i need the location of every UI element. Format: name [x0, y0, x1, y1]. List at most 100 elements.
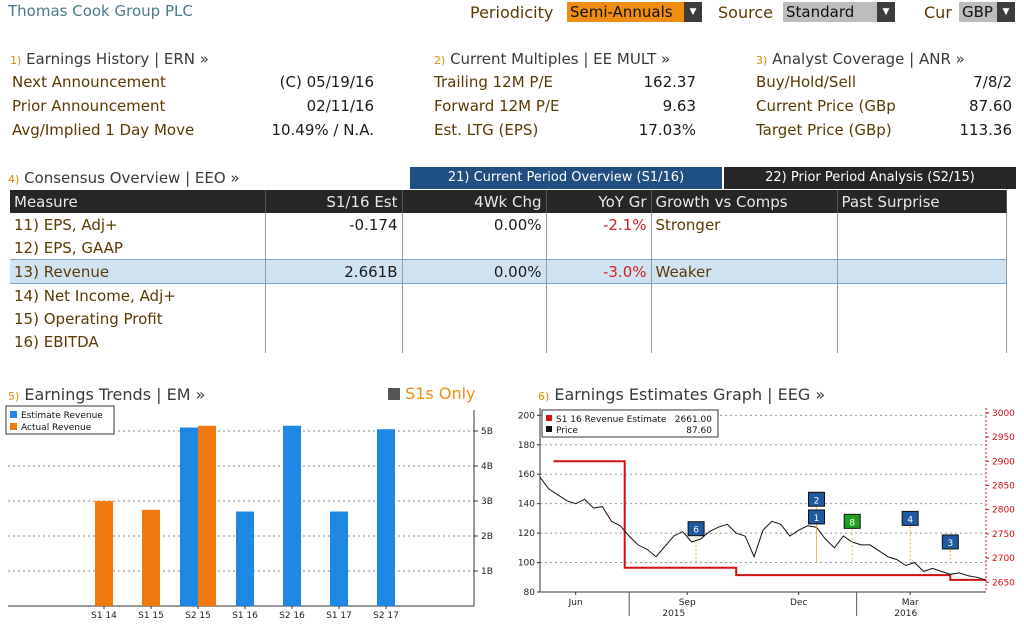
x-tick-label: Sep — [679, 598, 696, 608]
periodicity-dropdown[interactable]: Semi-Annuals ▼ — [567, 2, 702, 22]
y-right-tick-label: 2850 — [992, 481, 1015, 491]
section-title: Earnings Trends | EM » — [24, 385, 206, 404]
current-multiples-link[interactable]: 2) Current Multiples | EE MULT » — [434, 50, 670, 68]
section-title: Consensus Overview | EEO » — [24, 169, 240, 187]
estimate-line — [553, 460, 986, 581]
column-header[interactable]: Past Surprise — [837, 190, 1007, 213]
table-row[interactable]: 14) Net Income, Adj+ — [10, 283, 1007, 307]
column-header[interactable]: 4Wk Chg — [402, 190, 547, 213]
y-left-tick-label: 180 — [518, 441, 535, 451]
consensus-table: Measure S1/16 Est 4Wk Chg YoY Gr Growth … — [10, 190, 1007, 353]
kv-row: Next Announcement (C) 05/19/16 — [12, 73, 374, 97]
measure-name: Operating Profit — [43, 309, 163, 328]
change-cell — [402, 236, 547, 260]
event-label: 2 — [814, 496, 820, 506]
source-value: Standard — [783, 2, 877, 22]
estimate-cell: -0.174 — [265, 213, 403, 236]
growth-cell — [651, 236, 838, 260]
currency-dropdown[interactable]: GBP ▼ — [959, 2, 1015, 22]
s1-only-label: S1s Only — [405, 384, 476, 403]
legend-value: 87.60 — [686, 426, 712, 436]
kv-row: Current Price (GBp 87.60 — [756, 97, 1012, 121]
y-left-tick-label: 100 — [518, 559, 535, 569]
earnings-trends-chart: 1B 2B 3B 4B 5B S1 14 S1 15 S2 15 S1 16 S2 16 S1 17… — [5, 405, 493, 621]
kv-row: Trailing 12M P/E 162.37 — [434, 73, 696, 97]
estimate-cell: 2.661B — [265, 259, 403, 284]
surprise-cell — [837, 283, 1007, 307]
page-title: Thomas Cook Group PLC — [8, 2, 193, 20]
growth-cell: Weaker — [651, 259, 838, 284]
table-header: Measure S1/16 Est 4Wk Chg YoY Gr Growth … — [10, 190, 1007, 213]
earnings-history-link[interactable]: 1) Earnings History | ERN » — [10, 50, 209, 68]
x-tick-label: Jun — [568, 598, 583, 608]
x-tick-label: S1 15 — [138, 611, 164, 621]
x-tick-label: S2 15 — [185, 611, 211, 621]
measure-name: Revenue — [43, 262, 110, 281]
estimate-cell — [265, 330, 403, 353]
yoy-cell: -2.1% — [546, 213, 652, 236]
growth-cell — [651, 330, 838, 353]
column-header[interactable]: Measure — [10, 190, 266, 213]
table-row[interactable]: 11) EPS, Adj+ -0.174 0.00% -2.1% Stronge… — [10, 213, 1007, 236]
estimate-bar — [283, 425, 301, 606]
row-number: 16) — [14, 332, 39, 351]
measure-name: EPS, GAAP — [43, 238, 123, 257]
earnings-trends-link[interactable]: 5) Earnings Trends | EM » — [8, 385, 205, 404]
column-header[interactable]: YoY Gr — [546, 190, 652, 213]
current-multiples-rows: Trailing 12M P/E 162.37 Forward 12M P/E … — [434, 73, 696, 145]
legend-label: Actual Revenue — [21, 423, 92, 433]
legend-box — [5, 405, 115, 435]
legend-value: 2661.00 — [675, 415, 712, 425]
yoy-cell — [546, 283, 652, 307]
event-marker — [687, 521, 705, 537]
x-tick-label: Mar — [902, 598, 919, 608]
y-right-tick-label: 2900 — [992, 457, 1015, 467]
y-tick-label: 1B — [481, 567, 493, 577]
chevron-down-icon: ▼ — [877, 2, 895, 22]
column-header[interactable]: S1/16 Est — [265, 190, 403, 213]
table-row[interactable]: 15) Operating Profit — [10, 307, 1007, 330]
change-cell — [402, 283, 547, 307]
s1-only-toggle[interactable]: S1s Only — [388, 384, 476, 403]
y-right-tick-label: 2700 — [992, 554, 1015, 564]
y-left-tick-label: 140 — [518, 500, 535, 510]
row-number: 11) — [14, 215, 39, 234]
section-number: 3) — [756, 54, 768, 67]
change-cell — [402, 330, 547, 353]
measure-name: Net Income, Adj+ — [43, 286, 176, 305]
legend-swatch-estimate — [546, 415, 552, 421]
tab-prior-period[interactable]: 22) Prior Period Analysis (S2/15) — [724, 167, 1016, 189]
yoy-cell — [546, 330, 652, 353]
yoy-cell — [546, 236, 652, 260]
analyst-coverage-link[interactable]: 3) Analyst Coverage | ANR » — [756, 50, 965, 68]
source-label: Source — [718, 3, 773, 22]
source-dropdown[interactable]: Standard ▼ — [783, 2, 895, 22]
section-title: Current Multiples | EE MULT » — [450, 50, 671, 68]
kv-value: 9.63 — [662, 97, 696, 115]
actual-bar — [198, 425, 216, 606]
y-right-tick-label: 2650 — [992, 578, 1015, 588]
growth-cell — [651, 283, 838, 307]
earnings-estimates-link[interactable]: 6) Earnings Estimates Graph | EEG » — [538, 385, 825, 404]
y-tick-label: 4B — [481, 462, 493, 472]
kv-value: 113.36 — [959, 121, 1013, 139]
section-number: 4) — [8, 173, 20, 186]
table-row[interactable]: 12) EPS, GAAP — [10, 236, 1007, 260]
kv-label: Target Price (GBp) — [756, 121, 892, 139]
growth-cell — [651, 307, 838, 330]
tab-current-period[interactable]: 21) Current Period Overview (S1/16) — [410, 167, 722, 189]
consensus-overview-link[interactable]: 4) Consensus Overview | EEO » — [8, 169, 240, 187]
earnings-estimates-chart: 80 100 120 140 160 180 200 2650 2700 2750 2800 2850… — [518, 408, 1015, 619]
kv-row: Forward 12M P/E 9.63 — [434, 97, 696, 121]
kv-row: Avg/Implied 1 Day Move 10.49% / N.A. — [12, 121, 374, 145]
y-right-tick-label: 2750 — [992, 530, 1015, 540]
periodicity-label: Periodicity — [470, 3, 554, 22]
surprise-cell — [837, 259, 1007, 284]
event-label: 8 — [849, 518, 855, 528]
column-header[interactable]: Growth vs Comps — [651, 190, 838, 213]
section-number: 2) — [434, 54, 446, 67]
table-row-selected[interactable]: 13) Revenue 2.661B 0.00% -3.0% Weaker — [10, 259, 1007, 284]
table-row[interactable]: 16) EBITDA — [10, 330, 1007, 353]
kv-label: Trailing 12M P/E — [434, 73, 553, 91]
estimate-cell — [265, 307, 403, 330]
